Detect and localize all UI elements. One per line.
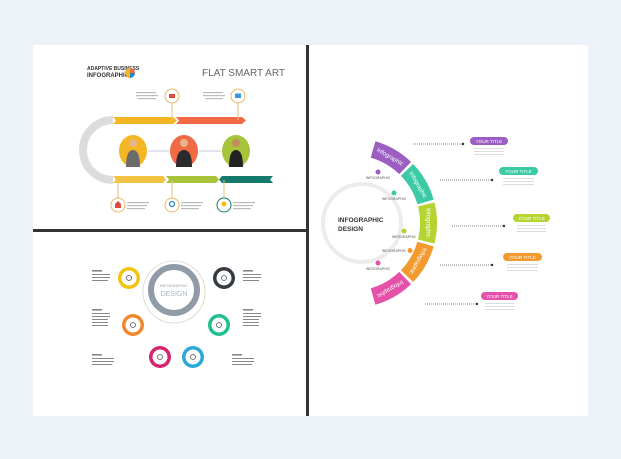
arrow-teal-bottom: [219, 176, 273, 183]
ring-segment: [417, 202, 437, 244]
step-circle: [213, 267, 235, 289]
step-circle: [122, 314, 144, 336]
logo-line1: ADAPTIVE BUSINESS: [87, 66, 140, 72]
vertical-divider: [306, 45, 309, 416]
title-pill: [503, 253, 542, 261]
flat-smart-art-panel: ADAPTIVE BUSINESS INFOGRAPHICS FLAT SMAR…: [79, 66, 285, 213]
arrow-orange-top: [176, 117, 246, 124]
title-text: YOUR TITLE: [486, 294, 512, 299]
inner-label: INFOGRAPHIC: [382, 197, 407, 201]
segment-icon: [391, 190, 397, 196]
gray-arc: [79, 116, 114, 184]
step-icon: [126, 275, 132, 281]
arrow-green-bottom: [166, 176, 219, 183]
title-text: YOUR TITLE: [505, 169, 531, 174]
center-circle: [321, 182, 403, 264]
title-text: YOUR TITLE: [476, 139, 502, 144]
center-line2: DESIGN: [161, 291, 188, 298]
step-icon: [216, 322, 222, 328]
ring-segment: [370, 271, 412, 305]
magnifier-icon: [164, 197, 180, 213]
title-pill: [499, 167, 538, 175]
semicircle-infographic-panel: InfographicInfographicInfographicInfogra…: [321, 137, 550, 310]
person-woman-arms-crossed: [222, 135, 250, 167]
title-pill: [513, 214, 550, 222]
center-line1: INFOGRAPHIC: [160, 283, 188, 288]
segment-icon: [401, 228, 407, 234]
house-icon: [110, 197, 126, 213]
collage-canvas: ADAPTIVE BUSINESS INFOGRAPHICS FLAT SMAR…: [33, 45, 588, 416]
logo-pie-icon: [125, 68, 135, 78]
title-pill: [481, 292, 518, 300]
horizontal-divider: [33, 229, 307, 232]
step-icon: [190, 354, 196, 360]
center-ring: [148, 264, 200, 316]
segment-icon: [375, 260, 381, 266]
inner-label: INFOGRAPHIC: [366, 267, 391, 271]
logo-line2: INFOGRAPHICS: [87, 73, 133, 79]
ring-segment: [400, 163, 434, 205]
person-man-suit: [170, 135, 198, 167]
inner-label: INFOGRAPHIC: [382, 249, 407, 253]
step-icon: [157, 354, 163, 360]
collage-svg: ADAPTIVE BUSINESS INFOGRAPHICS FLAT SMAR…: [33, 45, 550, 416]
step-icon: [130, 322, 136, 328]
step-circle: [208, 314, 230, 336]
title-text: YOUR TITLE: [518, 216, 544, 221]
title-text: YOUR TITLE: [509, 255, 535, 260]
ring-segment: [370, 141, 412, 175]
title-pill: [470, 137, 508, 145]
ring-segment: [400, 241, 434, 283]
segment-icon: [375, 169, 381, 175]
segment-icon: [407, 248, 413, 253]
step-circle: [118, 267, 140, 289]
inner-label: INFOGRAPHIC: [366, 176, 391, 180]
phone-icon: [164, 88, 180, 104]
person-woman-tablet: [119, 135, 147, 167]
center-line2: DESIGN: [338, 226, 363, 233]
arrow-yellow-bottom: [113, 176, 166, 183]
arrow-yellow-top: [113, 117, 177, 124]
segment-label: Infographic: [425, 208, 431, 238]
lightbulb-icon: [216, 197, 232, 213]
center-line1: INFOGRAPHIC: [338, 217, 384, 224]
step-circle: [182, 346, 204, 368]
step-circle: [149, 346, 171, 368]
monitor-icon: [230, 88, 246, 104]
panel-title: FLAT SMART ART: [202, 68, 285, 79]
circle-infographic-panel: INFOGRAPHIC DESIGN: [92, 260, 261, 368]
step-icon: [221, 275, 227, 281]
inner-label: INFOGRAPHIC: [392, 235, 417, 239]
